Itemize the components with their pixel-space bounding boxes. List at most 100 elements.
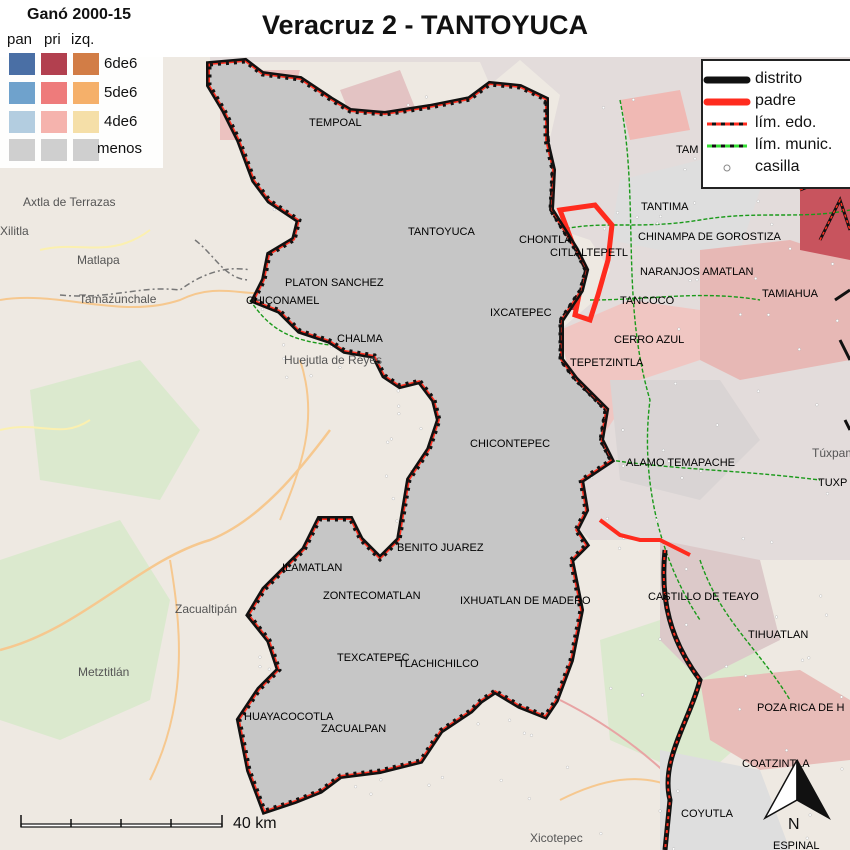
municipality-label: CITLALTEPETL [550,247,628,259]
legend-row-6de6: 6de6 [104,55,138,72]
place-label: Matlapa [77,253,120,267]
casilla-point [605,517,609,520]
casilla-point [744,674,748,678]
north-label: N [788,816,800,833]
map-canvas[interactable]: Axtla de Terrazas Xilitla Matlapa Tamazu… [0,57,850,850]
casilla-point [788,247,792,251]
municipality-label: HUAYACOCOTLA [244,711,334,723]
casilla-point [724,665,728,668]
municipality-label: ZACUALPAN [321,723,386,735]
casilla-point [616,211,620,215]
municipality-label: TAM [676,144,698,156]
casilla-point [424,95,428,99]
map-title: Veracruz 2 - TANTOYUCA [261,10,589,40]
casilla-point [261,307,264,311]
place-label: Xicotepec [530,831,583,845]
casilla-point [815,403,819,407]
legend-col-izq: izq. [71,31,95,48]
place-label: Xilitla [0,224,29,238]
casilla-point [338,365,342,369]
casilla-point [369,792,373,796]
municipality-label: TEXCATEPEC [337,652,410,664]
casilla-point [684,567,688,571]
municipality-label: IXCATEPEC [490,307,552,319]
casilla-point [738,707,742,711]
legend-col-pan: pan [7,31,33,48]
casilla-point [603,227,606,231]
casilla-point [840,767,844,771]
legend-item-lim-munic: lím. munic. [755,136,833,153]
municipality-label: TIHUATLAN [748,629,808,641]
place-label: Zacualtipán [175,602,237,616]
municipality-label: PLATON SANCHEZ [285,277,384,289]
municipality-label: BENITO JUAREZ [397,542,484,554]
casilla-point [599,832,603,836]
casilla-point [655,221,659,225]
casilla-point [715,423,719,427]
casilla-point [673,382,677,386]
legend-row-menos: menos [97,140,143,157]
casilla-point [385,474,388,478]
legend-item-lim-edo: lím. edo. [755,114,817,131]
casilla-point [309,374,313,378]
place-label: Metztitlán [78,665,129,679]
casilla-point [419,427,423,431]
casilla-point [635,215,639,219]
casilla-point [397,412,401,416]
place-label: Huejutla de Reyes [284,353,382,367]
municipality-label: ALAMO TEMAPACHE [626,457,735,469]
casilla-point [756,199,760,203]
casilla-point [819,594,823,598]
casilla-point [785,748,789,752]
municipality-label: ZONTECOMATLAN [323,590,421,602]
place-label: Axtla de Terrazas [23,195,116,209]
casilla-point [258,655,262,659]
casilla-point [667,459,671,463]
swatch-pri-4de6 [41,111,67,133]
legend-row-4de6: 4de6 [104,113,138,130]
casilla-point [267,667,271,671]
municipality-label: TEMPOAL [309,117,362,129]
casilla-point [566,765,569,769]
swatch-izq-6de6 [73,53,99,75]
casilla-point [677,327,681,331]
casilla-point [683,168,687,172]
swatch-pri-6de6 [41,53,67,75]
municipality-label: CERRO AZUL [614,334,684,346]
casilla-point [527,797,531,801]
casilla-point [693,157,697,161]
legend-item-distrito: distrito [755,70,803,87]
legend-row-5de6: 5de6 [104,84,138,101]
casilla-point [826,492,829,496]
casilla-point [676,789,680,793]
casilla-point [801,658,804,662]
scale-bar: 40 km [20,815,277,832]
casilla-point [728,269,732,273]
swatch-pan-4de6 [9,111,35,133]
legend-item-casilla: casilla [755,158,800,175]
casilla-point [602,106,605,110]
municipality-label: CHINAMPA DE GOROSTIZA [638,231,781,243]
casilla-point [396,389,400,393]
swatch-pan-6de6 [9,53,35,75]
casilla-point [386,440,390,444]
municipality-label: CHONTLA [519,234,572,246]
municipality-label: COYUTLA [681,808,734,820]
north-arrow-icon: N [763,759,831,833]
swatch-menos-3 [73,139,99,161]
casilla-point [621,464,625,468]
municipality-label: TANCOCO [620,295,675,307]
place-label: Tamazunchale [79,292,157,306]
casilla-point [655,518,659,522]
casilla-point [658,637,662,641]
municipality-label: TLACHICHILCO [398,658,479,670]
municipality-label: TANTOYUCA [408,226,475,238]
casilla-point [282,357,286,361]
municipality-label: CHICONAMEL [246,295,319,307]
boundary-legend: distrito padre lím. edo. lím. munic. cas… [701,59,850,189]
swatch-menos-2 [41,139,67,161]
casilla-point [699,469,703,473]
casilla-point [754,277,758,280]
casilla-point [285,375,289,379]
casilla-point [831,262,835,266]
